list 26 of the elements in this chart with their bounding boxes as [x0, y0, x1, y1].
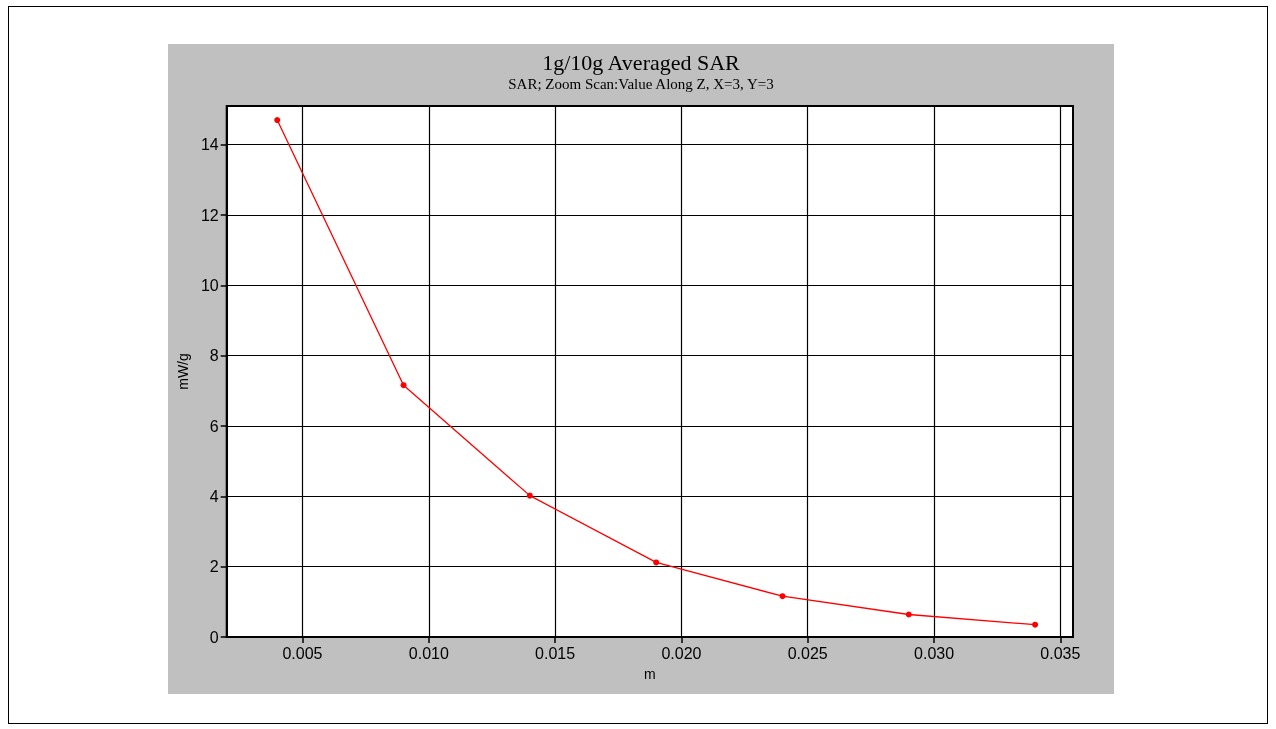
x-axis-title: m: [644, 666, 656, 682]
point: [526, 492, 533, 499]
point: [653, 559, 660, 566]
point: [274, 117, 281, 124]
x-tick-label: 0.005: [282, 644, 323, 662]
y-tick-label: 10: [200, 276, 219, 294]
point: [400, 382, 407, 389]
y-tick-label: 12: [200, 206, 219, 224]
point: [779, 593, 786, 600]
x-tick-label: 0.015: [535, 644, 576, 662]
x-tick-label: 0.030: [914, 644, 955, 662]
y-tick-label: 4: [209, 487, 219, 505]
x-tick-label: 0.020: [661, 644, 702, 662]
y-tick-label: 8: [209, 347, 219, 365]
x-tick-label: 0.010: [408, 644, 449, 662]
y-tick-label: 0: [209, 628, 219, 646]
y-tick-label: 14: [200, 136, 219, 154]
chart-title: 1g/10g Averaged SAR: [542, 49, 741, 75]
point: [1032, 621, 1039, 628]
chart-subtitle: SAR; Zoom Scan:Value Along Z, X=3, Y=3: [508, 75, 774, 92]
point: [905, 611, 912, 618]
y-tick-label: 6: [209, 417, 219, 435]
x-tick-label: 0.025: [787, 644, 828, 662]
y-tick-label: 2: [209, 558, 219, 576]
x-tick-label: 0.035: [1040, 644, 1081, 662]
y-axis-title: mW/g: [175, 353, 191, 390]
